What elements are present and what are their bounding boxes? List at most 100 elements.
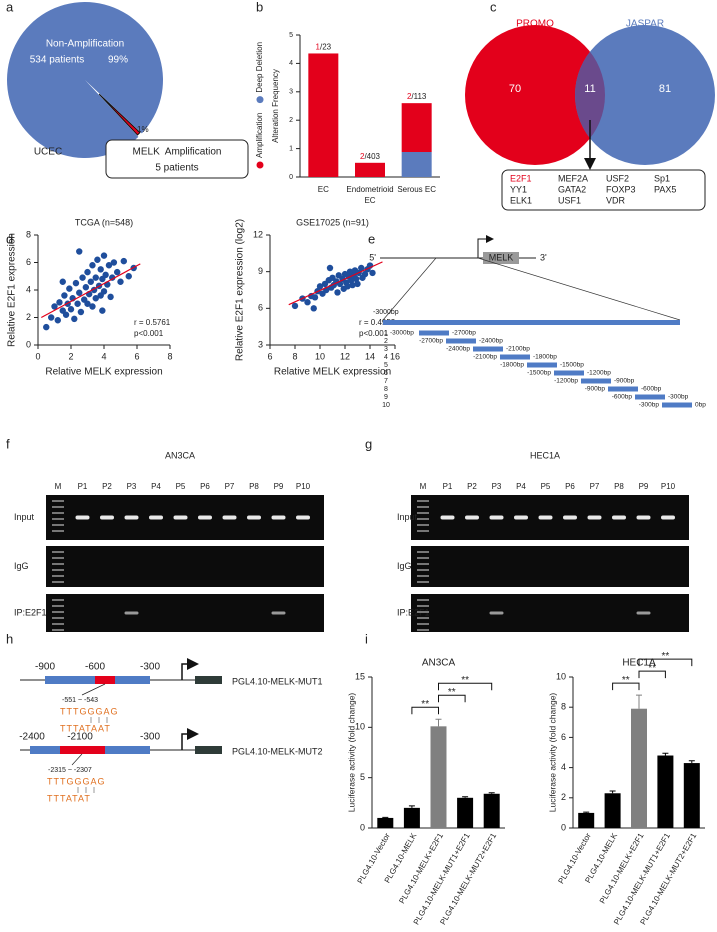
x-tick-label: 12 [340,351,350,361]
ladder-band [52,629,64,631]
bar [403,807,420,828]
ladder-band [52,551,64,553]
band [124,611,139,615]
x-tick-label: 16 [390,351,400,361]
construct-name: PGL4.10-MELK-MUT2 [232,746,323,756]
bar [457,797,474,828]
y-tick-label: 0 [561,822,566,832]
y-tick-label: 2 [561,792,566,802]
ladder-band [52,512,64,514]
point [304,299,311,306]
band [489,515,504,520]
stat-label: r = 0.5761 [134,318,171,327]
position-label: -2100 [67,732,93,743]
fragment-end: -900bp [614,378,635,385]
y-tick-label: 2 [26,312,31,322]
band [612,515,626,520]
gene-name: GATA2 [558,184,586,194]
construct-segment [60,746,105,754]
x-tick-label: 8 [167,351,172,361]
position-label: -2400 [19,732,45,743]
fragment [662,402,692,408]
ladder-band [52,581,64,583]
band [173,515,188,520]
point [105,262,113,269]
x-tick-label: 0 [35,351,40,361]
point [114,268,121,276]
point [310,305,317,312]
site-leader [71,753,83,766]
band [198,515,212,520]
ladder-band [417,518,429,520]
fragment-start: -1200bp [554,378,578,385]
ladder-band [417,563,429,565]
significance-bracket [438,682,493,691]
construct-segment [105,746,150,754]
stat-label: r = 0.4953 [359,318,396,327]
panel-letter: a [6,0,14,14]
lane-label: P8 [249,482,259,491]
row-label: Input [14,512,35,522]
ladder-band [52,623,64,625]
ladder-band [417,551,429,553]
x-tick-label: 10 [315,351,325,361]
callout-label: MELK Amplification [133,147,222,158]
fragment-start: -300bp [639,402,660,409]
bar [604,793,621,828]
fragment-start: -1500bp [527,370,551,377]
fit-line [288,261,383,306]
ladder-band [417,524,429,526]
significance-label: ** [448,687,456,698]
error-bar [435,718,442,727]
mutant-sequence: TTTATAAT [60,723,111,733]
gene-name: YY1 [510,184,527,194]
band [149,515,163,520]
y-axis-label: Luciferase activity (fold change) [346,693,356,813]
fragment-end: -1200bp [587,370,611,377]
bar-annotation: 2/113 [407,92,427,101]
point [334,289,341,296]
fragment [473,346,503,352]
ladder-band [52,500,64,502]
lane-label: M [55,482,62,491]
ladder-band [417,500,429,502]
fragment [419,330,449,336]
error-bar [488,792,495,794]
x-tick-label: Serous EC [397,185,436,194]
significance-bracket [438,694,466,703]
fragment-number: 10 [382,402,390,409]
panel-letter: h [6,631,13,646]
lane-label: P5 [176,482,186,491]
panel-letter: f [6,436,10,451]
gene-name: MELK [489,252,514,262]
point [120,257,128,265]
fragment [581,378,611,384]
point [43,323,50,331]
band [75,515,90,520]
point [291,302,299,310]
ladder-band [52,575,64,577]
point [84,268,91,276]
construct-segment [30,746,60,754]
site-label: -2315 ~ -2307 [48,767,92,774]
y-tick-label: 8 [561,702,566,712]
point [84,300,91,307]
point [48,314,55,321]
fragment [635,394,665,400]
stat-label: p<0.001 [359,329,389,338]
error-bar [408,805,415,808]
point [74,300,81,307]
annotation-total: /113 [411,92,427,101]
legend: Amplification Deep Deletion [255,42,264,169]
point [311,294,319,301]
significance-bracket [638,658,693,667]
fragment-start: -600bp [612,394,633,401]
lane-label: P7 [225,482,235,491]
point [102,271,109,279]
band [222,515,237,520]
point [92,295,99,302]
point [369,269,376,277]
stat-label: p<0.001 [134,329,164,338]
panel-letter: b [256,0,263,14]
legend-marker [256,161,264,169]
